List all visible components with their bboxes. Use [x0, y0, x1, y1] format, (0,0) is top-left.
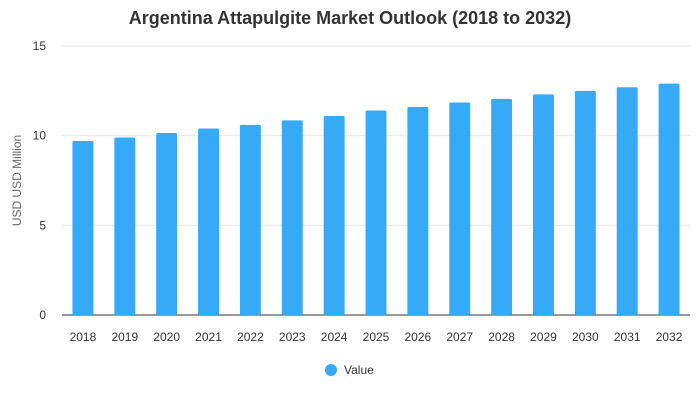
bar-2026	[407, 106, 429, 316]
bar-2027	[449, 102, 471, 316]
x-tick-label: 2031	[614, 330, 641, 344]
x-tick-label: 2029	[530, 330, 557, 344]
legend-label: Value	[344, 363, 374, 377]
bar-2023	[281, 120, 303, 315]
tick-labels: 0 5 10 15 USD USD Million 2018 2019 2020 2021 202…	[10, 39, 683, 344]
x-tick-label: 2030	[572, 330, 599, 344]
y-tick-label: 10	[33, 129, 47, 143]
bar-2024	[323, 115, 345, 315]
y-axis-title: USD USD Million	[10, 135, 24, 226]
x-tick-label: 2032	[656, 330, 683, 344]
bar-2032	[658, 83, 680, 315]
y-tick-label: 0	[39, 308, 46, 322]
bar-2020	[156, 132, 178, 315]
x-tick-label: 2020	[153, 330, 180, 344]
x-tick-label: 2027	[446, 330, 473, 344]
y-tick-label: 5	[39, 218, 46, 232]
bar-2019	[114, 137, 136, 315]
x-tick-label: 2023	[279, 330, 306, 344]
legend: Value	[325, 363, 374, 377]
x-tick-label: 2024	[321, 330, 348, 344]
legend-marker	[325, 364, 337, 376]
bar-2018	[72, 141, 94, 315]
x-tick-label: 2025	[363, 330, 390, 344]
x-tick-label: 2021	[195, 330, 222, 344]
x-tick-label: 2018	[70, 330, 97, 344]
x-tick-label: 2028	[488, 330, 515, 344]
y-tick-label: 15	[33, 39, 47, 53]
bar-2022	[239, 124, 261, 315]
x-tick-label: 2019	[111, 330, 138, 344]
bar-2031	[616, 87, 638, 315]
x-tick-label: 2022	[237, 330, 264, 344]
bar-2021	[198, 128, 219, 315]
bars	[72, 83, 680, 316]
bar-2025	[365, 110, 387, 315]
chart-title: Argentina Attapulgite Market Outlook (20…	[128, 8, 572, 28]
bar-2028	[491, 98, 513, 315]
bar-2029	[533, 94, 554, 315]
x-tick-label: 2026	[405, 330, 432, 344]
bar-2030	[574, 90, 596, 315]
